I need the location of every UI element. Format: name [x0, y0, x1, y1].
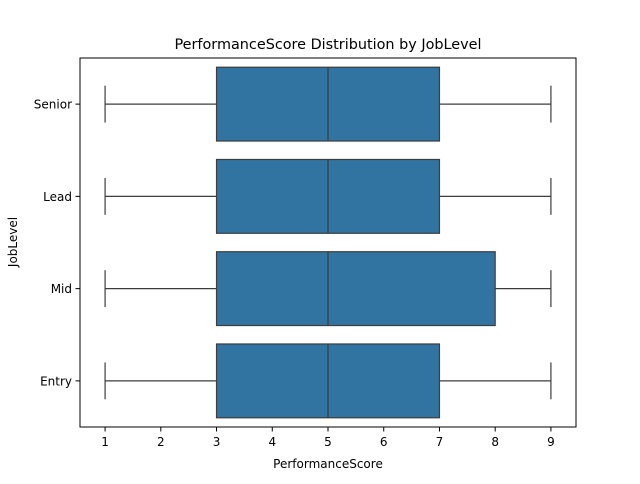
y-tick-label: Senior [34, 98, 72, 112]
box-group-entry [104, 343, 552, 419]
x-tick-label: 9 [547, 435, 555, 449]
plot-area [104, 66, 552, 419]
box-group-lead [104, 158, 552, 234]
x-tick-label: 8 [491, 435, 499, 449]
x-tick-label: 5 [324, 435, 332, 449]
x-tick-label: 3 [213, 435, 221, 449]
x-tick-label: 4 [268, 435, 276, 449]
x-tick-label: 1 [101, 435, 109, 449]
y-tick-label: Entry [40, 374, 72, 388]
y-tick-label: Mid [51, 282, 72, 296]
x-tick-label: 6 [380, 435, 388, 449]
x-axis-label: PerformanceScore [273, 457, 383, 471]
y-axis-label: JobLevel [6, 217, 20, 268]
chart-title: PerformanceScore Distribution by JobLeve… [175, 37, 482, 53]
x-tick-label: 2 [157, 435, 165, 449]
x-tick-label: 7 [436, 435, 444, 449]
box-group-mid [104, 251, 552, 327]
y-tick-label: Lead [43, 190, 72, 204]
box-iqr [215, 251, 496, 327]
axes: 1 2 3 4 5 6 7 8 9 Senior Lead Mid Entry [34, 57, 577, 449]
box-group-senior [104, 66, 552, 142]
